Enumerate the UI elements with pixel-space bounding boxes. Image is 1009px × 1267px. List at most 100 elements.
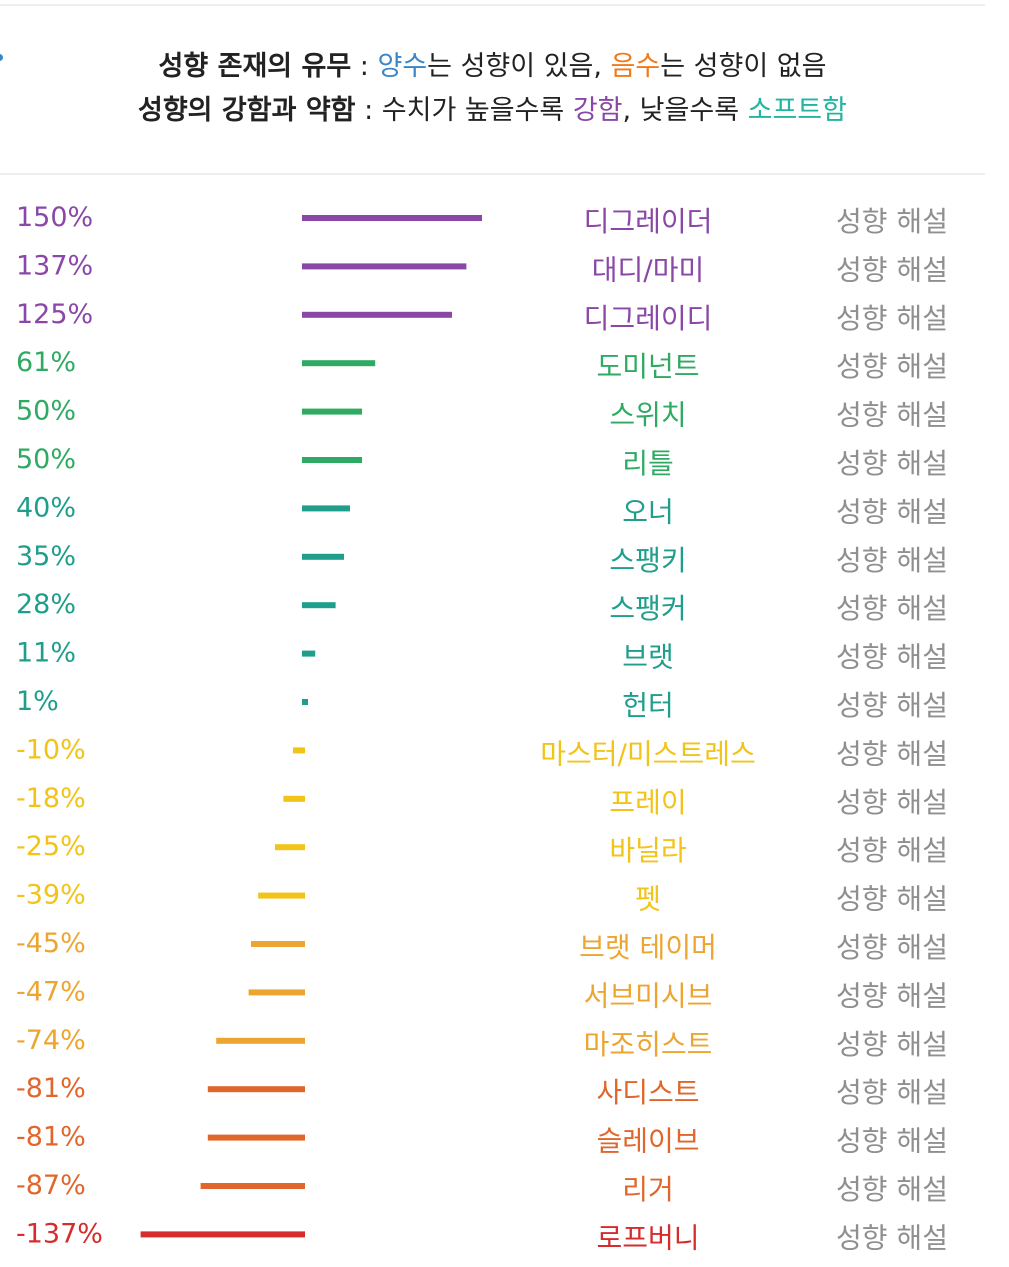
chart-row: -18% 프레이 성향 해설 <box>16 783 948 819</box>
explanation-link[interactable]: 성향 해설 <box>836 205 948 238</box>
bar <box>248 989 305 996</box>
value-label: -137% <box>16 1218 103 1249</box>
explanation-link[interactable]: 성향 해설 <box>836 495 948 528</box>
chart-row: -81% 사디스트 성향 해설 <box>16 1073 948 1109</box>
bar <box>283 795 305 802</box>
chart-row: 125% 디그레이디 성향 해설 <box>16 299 948 335</box>
bar <box>302 215 482 221</box>
value-label: 40% <box>16 492 76 523</box>
bar <box>275 844 305 851</box>
explanation-link[interactable]: 성향 해설 <box>836 1028 948 1061</box>
divider <box>0 173 985 175</box>
bar <box>302 650 316 657</box>
top-border <box>0 4 985 6</box>
tendency-name[interactable]: 스위치 <box>609 399 686 432</box>
legend-soft: 소프트함 <box>747 95 847 126</box>
value-label: 150% <box>16 202 93 233</box>
legend-1-text-a: 는 성향이 있음, <box>427 51 611 82</box>
bar <box>200 1183 305 1189</box>
chart-row: 11% 브랫 성향 해설 <box>16 638 948 674</box>
bar <box>302 360 376 367</box>
explanation-link[interactable]: 성향 해설 <box>836 1076 948 1109</box>
chart-row: -74% 마조히스트 성향 해설 <box>16 1025 948 1061</box>
explanation-link[interactable]: 성향 해설 <box>836 1221 948 1254</box>
chart-row: 50% 리틀 성향 해설 <box>16 444 948 480</box>
tendency-name[interactable]: 서브미시브 <box>584 979 713 1012</box>
bar <box>302 505 350 512</box>
value-label: -45% <box>16 928 86 959</box>
tendency-name[interactable]: 대디/마미 <box>592 253 704 286</box>
legend-positive: 양수 <box>377 51 428 82</box>
bar <box>207 1134 305 1141</box>
tendency-name[interactable]: 슬레이브 <box>596 1125 699 1158</box>
value-label: 137% <box>16 250 93 281</box>
value-label: 28% <box>16 589 76 620</box>
tendency-name[interactable]: 오너 <box>622 495 674 528</box>
chart-row: -87% 리거 성향 해설 <box>16 1170 948 1206</box>
explanation-link[interactable]: 성향 해설 <box>836 350 948 383</box>
bar <box>302 263 467 270</box>
tendency-name[interactable]: 마조히스트 <box>584 1028 713 1061</box>
explanation-link[interactable]: 성향 해설 <box>836 1125 948 1158</box>
bar <box>302 699 308 705</box>
value-label: 1% <box>16 686 59 717</box>
explanation-link[interactable]: 성향 해설 <box>836 689 948 722</box>
tendency-name[interactable]: 스팽커 <box>609 592 686 625</box>
explanation-link[interactable]: 성향 해설 <box>836 931 948 964</box>
tendency-name[interactable]: 마스터/미스트레스 <box>540 737 756 770</box>
tendency-name[interactable]: 스팽키 <box>609 544 686 577</box>
bar <box>302 553 344 560</box>
legend-2-title: 성향의 강함과 약함 <box>137 95 356 126</box>
tendency-name[interactable]: 펫 <box>635 883 661 916</box>
value-label: 35% <box>16 541 76 572</box>
tendency-name[interactable]: 헌터 <box>622 689 674 722</box>
explanation-link[interactable]: 성향 해설 <box>836 447 948 480</box>
chart-row: -10% 마스터/미스트레스 성향 해설 <box>16 734 948 770</box>
tendency-name[interactable]: 브랫 <box>622 641 674 674</box>
value-label: -10% <box>16 734 86 765</box>
explanation-link[interactable]: 성향 해설 <box>836 641 948 674</box>
explanation-link[interactable]: 성향 해설 <box>836 302 948 335</box>
explanation-link[interactable]: 성향 해설 <box>836 399 948 432</box>
tendency-name[interactable]: 로프버니 <box>596 1221 699 1254</box>
tendency-name[interactable]: 리거 <box>622 1173 674 1206</box>
tendency-name[interactable]: 도미넌트 <box>596 350 699 383</box>
value-label: -39% <box>16 880 86 911</box>
chart-row: -81% 슬레이브 성향 해설 <box>16 1122 948 1158</box>
explanation-link[interactable]: 성향 해설 <box>836 979 948 1012</box>
explanation-link[interactable]: 성향 해설 <box>836 834 948 867</box>
value-label: 50% <box>16 396 76 427</box>
tendency-name[interactable]: 바닐라 <box>609 834 686 867</box>
tendency-name[interactable]: 디그레이디 <box>584 302 713 335</box>
chart-row: 61% 도미넌트 성향 해설 <box>16 347 948 383</box>
bar <box>302 311 452 318</box>
chart-row: 28% 스팽커 성향 해설 <box>16 589 948 625</box>
legend-2-sep: : <box>355 95 382 126</box>
chart-row: 50% 스위치 성향 해설 <box>16 396 948 432</box>
explanation-link[interactable]: 성향 해설 <box>836 592 948 625</box>
tendency-name[interactable]: 사디스트 <box>596 1076 699 1109</box>
value-label: -74% <box>16 1025 86 1056</box>
tendency-name[interactable]: 디그레이더 <box>584 205 713 238</box>
explanation-link[interactable]: 성향 해설 <box>836 737 948 770</box>
explanation-link[interactable]: 성향 해설 <box>836 1173 948 1206</box>
bar <box>302 602 336 609</box>
value-label: 50% <box>16 444 76 475</box>
chart-row: 1% 헌터 성향 해설 <box>16 686 948 722</box>
chart-row: -39% 펫 성향 해설 <box>16 880 948 916</box>
bar <box>293 747 305 754</box>
bar <box>258 892 305 899</box>
legend-strong: 강함 <box>572 95 623 126</box>
tendency-name[interactable]: 리틀 <box>622 447 674 480</box>
tendency-name[interactable]: 브랫 테이머 <box>579 931 717 964</box>
legend-2-text-a: 수치가 높을수록 <box>381 95 573 126</box>
explanation-link[interactable]: 성향 해설 <box>836 786 948 819</box>
explanation-link[interactable]: 성향 해설 <box>836 544 948 577</box>
explanation-link[interactable]: 성향 해설 <box>836 883 948 916</box>
chart-row: 150% 디그레이더 성향 해설 <box>16 202 948 238</box>
legend-line-1: 성향 존재의 유무 : 양수는 성향이 있음, 음수는 성향이 없음 <box>0 44 985 83</box>
legend-1-text-b: 는 성향이 없음 <box>660 51 827 82</box>
chart-row: -45% 브랫 테이머 성향 해설 <box>16 928 948 964</box>
explanation-link[interactable]: 성향 해설 <box>836 253 948 286</box>
tendency-name[interactable]: 프레이 <box>609 786 686 819</box>
